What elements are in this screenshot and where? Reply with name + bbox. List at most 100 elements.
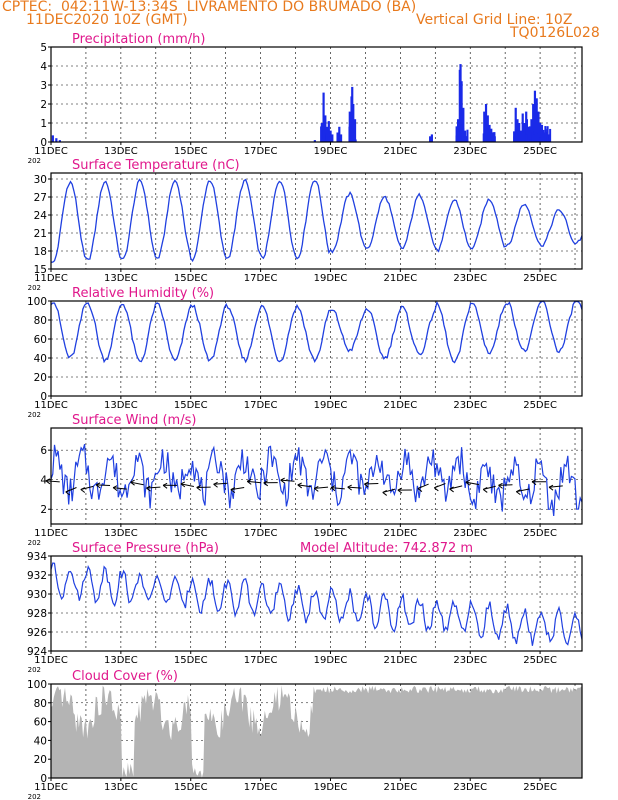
y-tick-label: 934 — [27, 551, 47, 563]
y-tick-label: 40 — [34, 353, 47, 365]
precip-bar — [51, 135, 54, 142]
wind-arrowhead — [313, 485, 319, 492]
precip-bar — [527, 128, 530, 142]
x-tick-label: 19DEC — [314, 782, 348, 793]
precip-bar — [336, 132, 339, 142]
x-tick-label: 15DEC — [174, 782, 208, 793]
precip-bar — [488, 139, 491, 142]
y-tick-label: 60 — [34, 717, 47, 729]
wind-arrowhead — [382, 490, 388, 496]
wind-arrowhead — [146, 485, 151, 492]
x-tick-label: 13DEC — [104, 655, 138, 666]
precip-bar — [484, 104, 488, 142]
precip-bar — [534, 132, 537, 142]
precip-bar — [313, 140, 316, 142]
wind-arrow — [113, 487, 127, 490]
wind-arrowhead — [434, 485, 439, 492]
precip-bar — [515, 134, 518, 142]
wind-arrowhead — [45, 478, 51, 485]
wind-arrow — [516, 488, 530, 493]
precip-bar — [460, 81, 463, 142]
wind-arrowhead — [180, 481, 186, 488]
precip-bar — [55, 138, 58, 142]
x-tick-label: 19DEC — [314, 655, 348, 666]
panel-frame — [50, 427, 583, 525]
wind-arrowhead — [230, 487, 236, 494]
panel-3: 2 4 6 11DEC 13DEC 15DEC 17DEC 19DEC 21DEC 23DEC 25… — [28, 413, 583, 547]
wind-arrow — [347, 486, 362, 489]
wind-arrowhead — [162, 482, 168, 489]
model-id-label: TQ0126L028 — [510, 25, 600, 41]
precip-bar — [466, 129, 469, 142]
precip-bar — [514, 107, 517, 142]
wind-arrowhead — [465, 479, 471, 486]
x-tick-label: 23DEC — [453, 528, 487, 539]
wind-arrow — [130, 481, 144, 486]
x-tick-label: 13DEC — [104, 146, 138, 157]
y-tick-label: 6 — [40, 445, 47, 457]
wind-arrow — [364, 482, 379, 485]
x-tick-label: 19DEC — [314, 400, 348, 411]
precip-bar — [329, 130, 332, 142]
wind-arrowhead — [498, 482, 503, 489]
wind-arrowhead — [280, 477, 285, 484]
precip-bar — [539, 137, 542, 142]
precip-bar — [513, 136, 516, 142]
x-tick-label: 19DEC — [314, 146, 348, 157]
precip-bar — [523, 123, 526, 142]
precip-bar — [461, 130, 464, 142]
precip-bar — [493, 132, 496, 142]
x-tick-label: 21DEC — [383, 782, 417, 793]
precip-bar — [488, 132, 491, 142]
x-tick-label: 25DEC — [523, 655, 557, 666]
y-tick-label: 926 — [27, 627, 47, 639]
wind-arrow — [96, 484, 111, 487]
precip-bar — [352, 135, 355, 142]
x-tick-label: 21DEC — [383, 655, 417, 666]
panel-title: Relative Humidity (%) — [72, 286, 214, 301]
precip-bar — [490, 128, 493, 142]
precip-bar — [339, 134, 343, 142]
run-date-label: 11DEC2020 10Z (GMT) — [26, 12, 188, 28]
precip-bar — [546, 129, 549, 142]
y-tick-label: 1 — [40, 118, 47, 130]
x-tick-label: 17DEC — [244, 782, 278, 793]
y-tick-label: 2 — [40, 504, 47, 516]
wind-arrow — [548, 485, 563, 488]
y-tick-label: 80 — [34, 315, 47, 327]
x-tick-label: 15DEC — [174, 528, 208, 539]
x-tick-label: 25DEC — [523, 782, 557, 793]
precip-bar — [325, 140, 328, 142]
year-label: 202 — [28, 666, 41, 674]
panel-frame — [50, 683, 583, 779]
x-tick-label: 15DEC — [174, 400, 208, 411]
x-tick-label: 21DEC — [383, 273, 417, 284]
panel-1: 15 18 21 24 27 30 11DEC 13DEC 15DEC 17DEC 19DEC 21D… — [28, 158, 583, 292]
precip-bar — [348, 126, 351, 142]
y-tick-label: 100 — [27, 679, 47, 691]
x-tick-label: 13DEC — [104, 400, 138, 411]
wind-arrowhead — [397, 487, 403, 494]
x-tick-label: 25DEC — [523, 528, 557, 539]
x-tick-label: 17DEC — [244, 273, 278, 284]
y-tick-label: 928 — [27, 608, 47, 620]
x-tick-label: 25DEC — [523, 273, 557, 284]
precip-bar — [329, 140, 332, 142]
precip-bar — [466, 140, 469, 142]
precip-bar — [547, 134, 551, 142]
precip-bar — [528, 126, 531, 142]
y-tick-label: 80 — [34, 698, 47, 710]
panel-title: Cloud Cover (%) — [72, 669, 178, 684]
precip-bar — [460, 133, 463, 142]
wind-arrow — [45, 480, 60, 483]
y-tick-label: 24 — [34, 210, 48, 222]
y-tick-label: 0 — [40, 137, 47, 149]
precip-bar — [529, 139, 532, 142]
panel-0: 0 1 2 3 4 5 11DEC 13DEC 15DEC 17DEC 19DEC 21DEC 23DE… — [28, 32, 583, 165]
y-tick-label: 0 — [40, 391, 47, 403]
wind-arrowhead — [80, 487, 86, 493]
precip-bar — [486, 115, 489, 142]
x-tick-label: 11DEC — [34, 655, 68, 666]
precip-bar — [327, 136, 330, 142]
